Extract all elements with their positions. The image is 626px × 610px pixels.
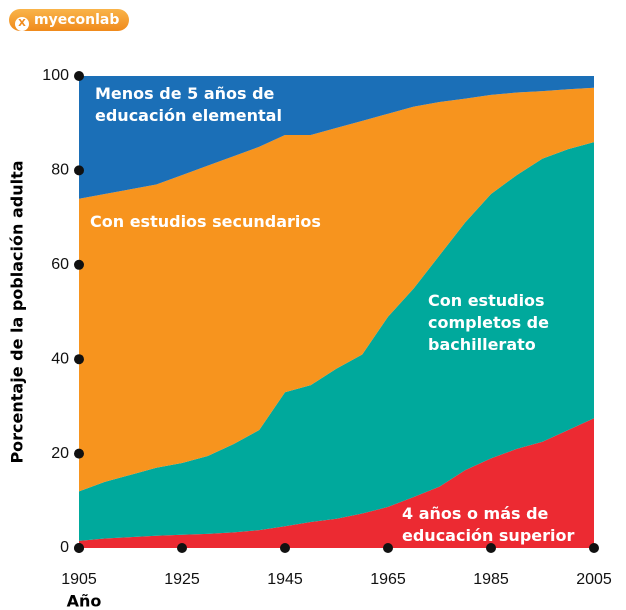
- y-tick-label: 40: [51, 350, 69, 367]
- x-tick: [589, 543, 599, 553]
- y-tick: [74, 165, 84, 176]
- x-tick: [74, 543, 84, 553]
- x-tick: [486, 543, 496, 553]
- x-tick-label: 1945: [267, 571, 303, 588]
- area: [79, 87, 594, 492]
- x-axis-label: Año: [67, 592, 102, 610]
- y-tick-label: 20: [51, 445, 69, 462]
- y-tick-label: 60: [51, 256, 69, 273]
- y-tick-label: 100: [42, 67, 69, 84]
- x-tick-label: 1905: [61, 571, 97, 588]
- area: [79, 142, 594, 541]
- x-tick: [383, 543, 393, 553]
- x-tick-label: 1965: [370, 571, 406, 588]
- area: [79, 76, 594, 199]
- x-tick-label: 2005: [576, 571, 612, 588]
- series-label: Con estudios secundarios: [90, 212, 321, 231]
- x-tick: [280, 543, 290, 553]
- series-label: Con estudios completos de bachillerato: [428, 291, 549, 354]
- series-label: Menos de 5 años de educación elemental: [95, 84, 282, 125]
- y-tick: [74, 354, 84, 365]
- y-tick: [74, 448, 84, 459]
- y-tick-label: 80: [51, 162, 69, 179]
- x-tick-label: 1985: [473, 571, 509, 588]
- y-tick: [74, 71, 84, 81]
- series-label: 4 años o más de educación superior: [402, 504, 575, 545]
- y-axis-label: Porcentaje de la población adulta: [8, 160, 27, 463]
- logo-text: myeconlab: [34, 12, 120, 28]
- y-tick: [74, 259, 84, 270]
- y-tick-label: 0: [60, 539, 69, 556]
- area: [79, 418, 594, 548]
- x-tick-label: 1925: [164, 571, 200, 588]
- plot-area: [79, 76, 594, 548]
- x-tick: [177, 543, 187, 553]
